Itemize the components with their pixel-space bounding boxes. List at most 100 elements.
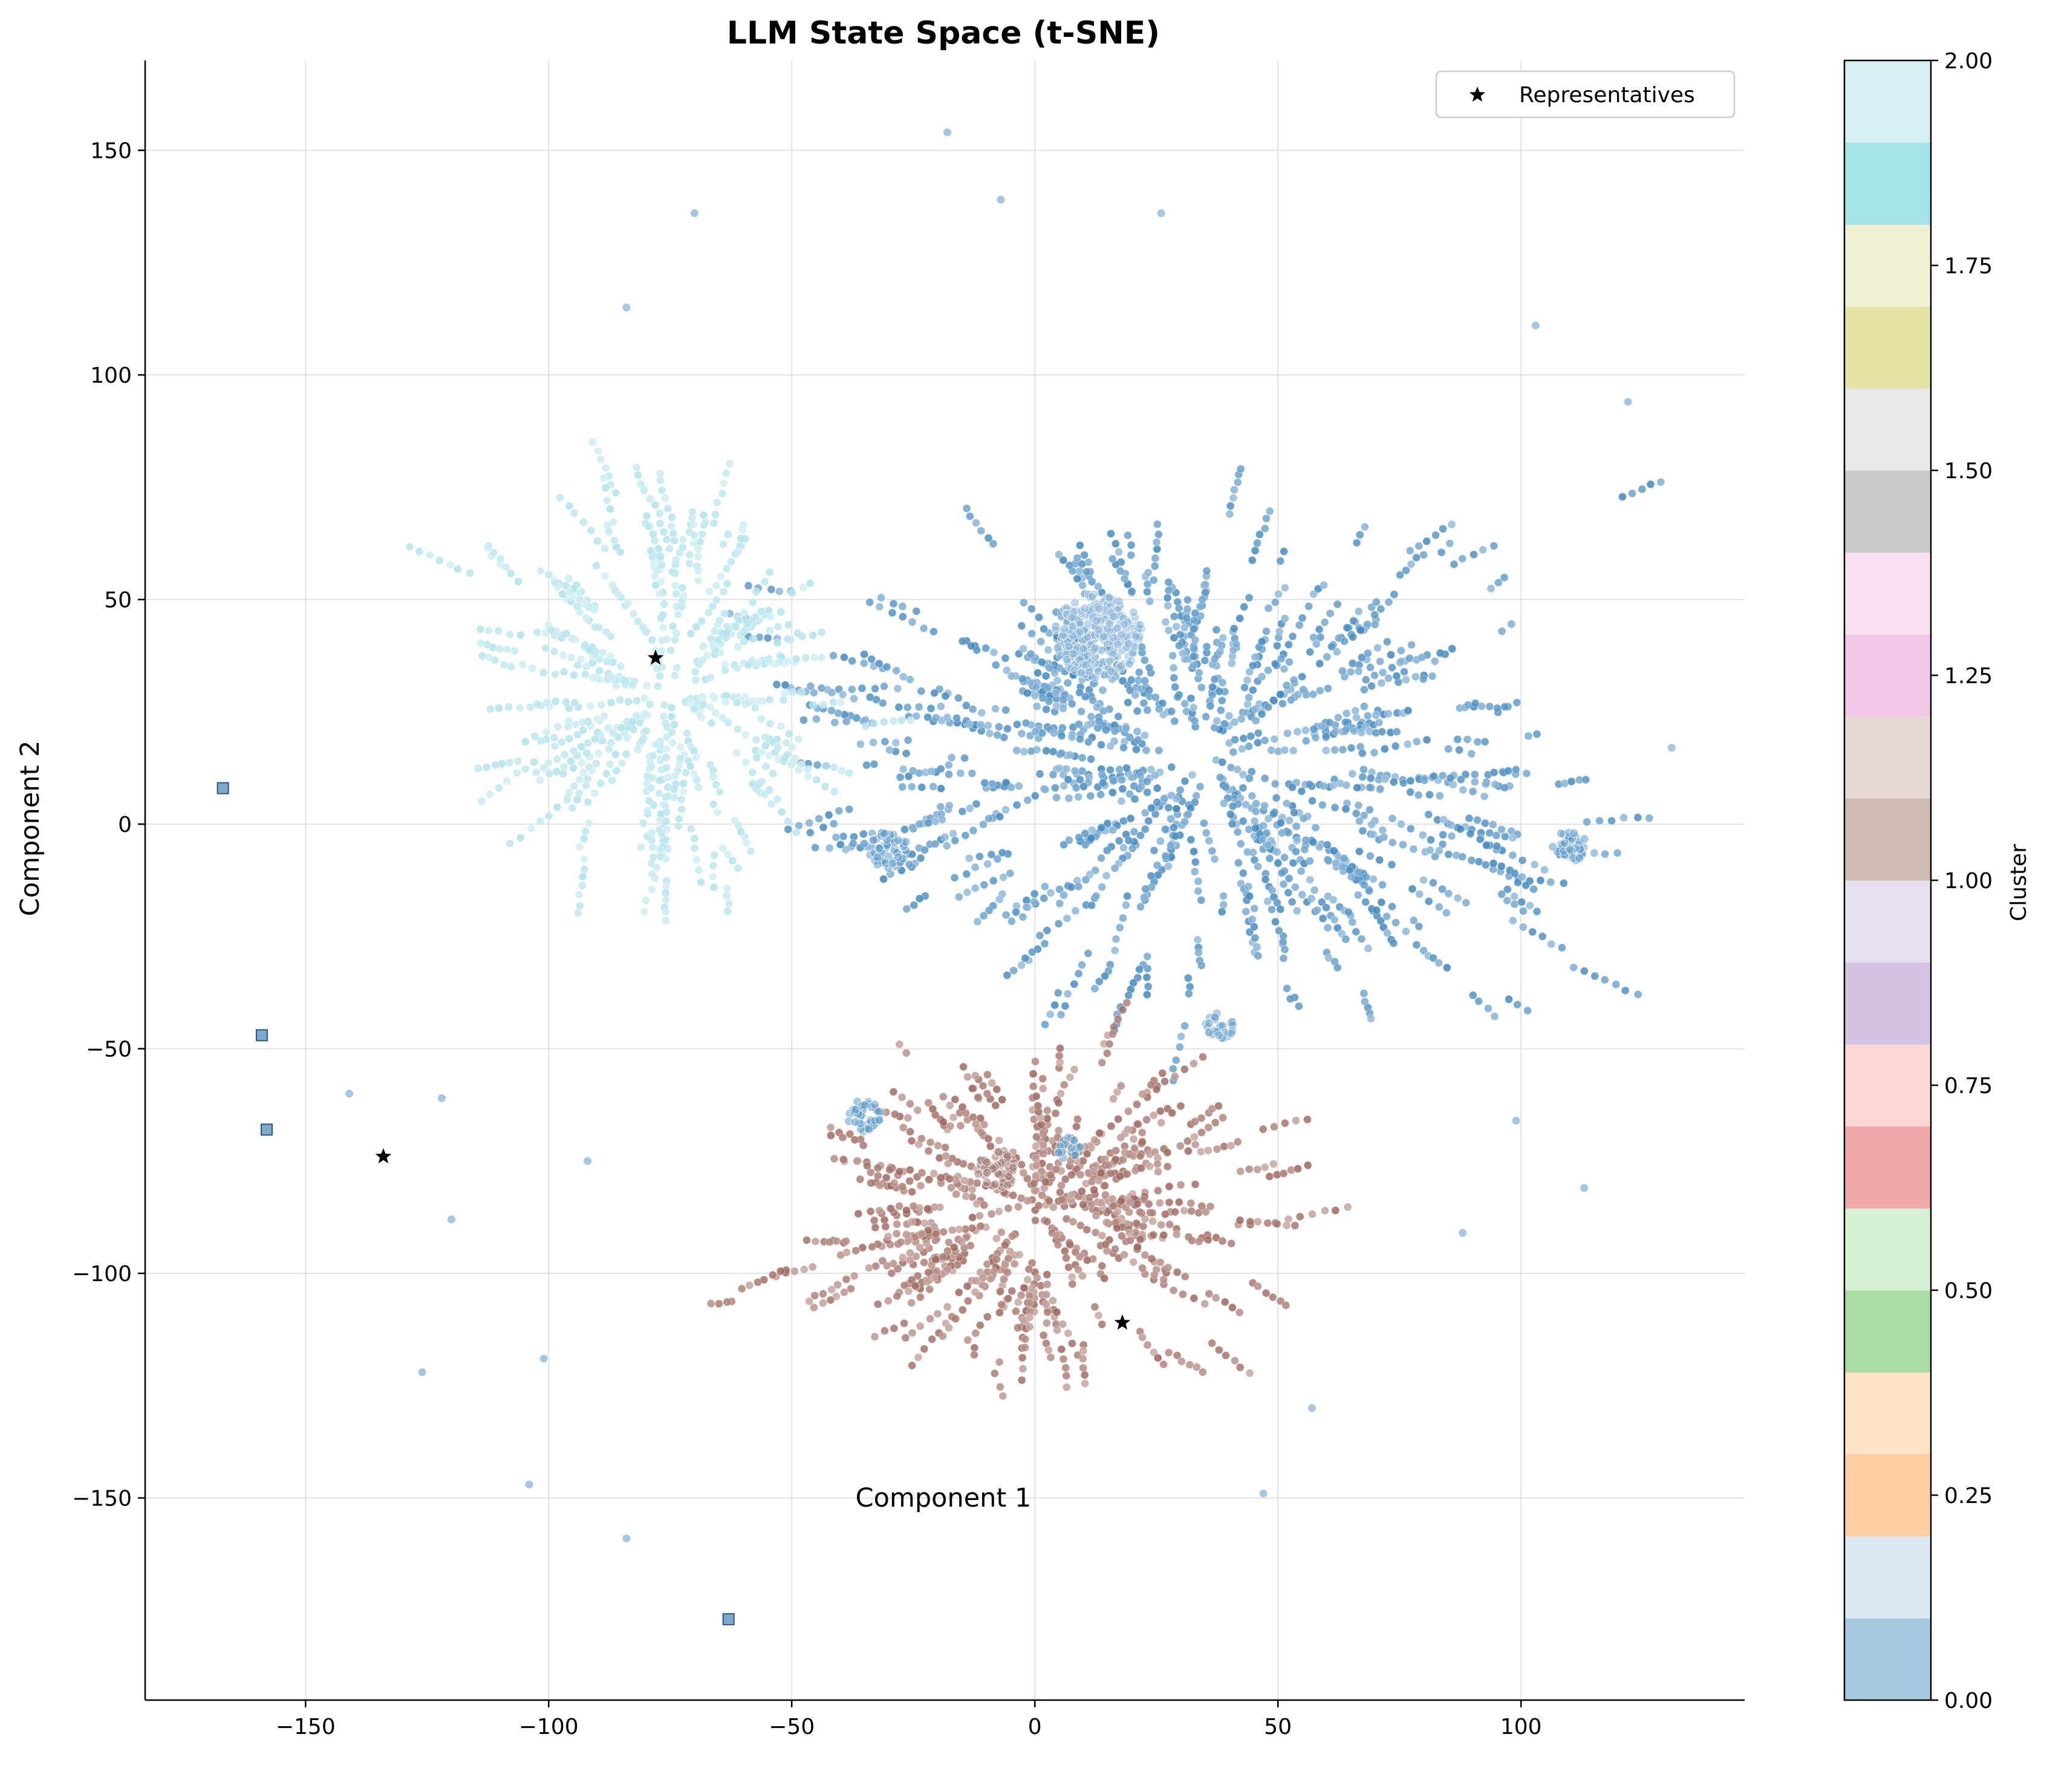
scatter-point <box>1102 846 1111 855</box>
colorbar-segment <box>1844 1044 1931 1127</box>
scatter-point <box>552 767 561 776</box>
scatter-point <box>914 703 923 712</box>
scatter-point <box>510 646 519 655</box>
scatter-point <box>1080 604 1090 613</box>
scatter-point <box>1357 653 1366 662</box>
scatter-point <box>1173 597 1182 606</box>
scatter-point <box>1218 678 1227 687</box>
scatter-point <box>1145 663 1154 672</box>
scatter-point <box>926 1138 935 1147</box>
scatter-point <box>1079 1346 1088 1355</box>
scatter-point <box>975 1211 984 1220</box>
scatter-point <box>1298 890 1307 899</box>
scatter-point <box>866 1207 875 1216</box>
scatter-point <box>1467 749 1476 758</box>
scatter-point <box>1028 947 1037 956</box>
scatter-point <box>552 697 560 706</box>
scatter-point <box>1532 907 1541 916</box>
scatter-point <box>716 572 725 581</box>
scatter-point <box>972 1179 981 1187</box>
scatter-point <box>873 852 882 862</box>
scatter-point <box>636 479 645 489</box>
scatter-point <box>1038 1129 1047 1138</box>
scatter-point <box>1248 915 1257 924</box>
scatter-point <box>1334 713 1342 722</box>
scatter-point <box>1590 848 1599 857</box>
y-tick-label: −150 <box>72 1487 132 1511</box>
scatter-point <box>1040 894 1049 903</box>
scatter-point <box>874 1115 884 1125</box>
scatter-point <box>1349 632 1357 641</box>
scatter-point <box>1054 1148 1064 1158</box>
scatter-point <box>516 833 525 842</box>
scatter-point <box>1180 1021 1189 1030</box>
scatter-point <box>1121 1148 1129 1157</box>
scatter-point <box>979 820 988 829</box>
scatter-point <box>1219 892 1228 901</box>
scatter-point <box>1177 1357 1186 1366</box>
scatter-point <box>1245 1164 1254 1174</box>
scatter-point <box>1068 1273 1076 1282</box>
scatter-point <box>1322 732 1330 741</box>
scatter-point <box>926 704 936 713</box>
scatter-point <box>654 544 663 553</box>
scatter-point <box>1346 667 1355 677</box>
scatter-point <box>709 640 718 649</box>
scatter-point <box>577 742 586 751</box>
colorbar-segment <box>1844 1536 1931 1618</box>
scatter-point <box>657 647 666 655</box>
scatter-point <box>1431 852 1440 861</box>
scatter-point <box>1312 640 1321 649</box>
scatter-point <box>1159 1231 1168 1239</box>
scatter-point <box>446 560 455 570</box>
scatter-point <box>1320 580 1328 589</box>
scatter-point <box>1074 1265 1083 1274</box>
scatter-point <box>1098 686 1107 695</box>
scatter-point <box>564 574 573 583</box>
scatter-point <box>1190 1132 1199 1141</box>
scatter-point <box>593 536 602 545</box>
scatter-point <box>1238 770 1248 779</box>
scatter-point <box>1144 817 1153 825</box>
scatter-point <box>1264 703 1273 712</box>
scatter-point <box>1559 878 1568 888</box>
scatter-point <box>1366 774 1375 783</box>
scatter-point <box>1116 1172 1125 1181</box>
scatter-point <box>1427 836 1436 845</box>
scatter-point <box>1173 1351 1182 1360</box>
scatter-point <box>1174 1198 1183 1207</box>
scatter-point <box>622 1534 631 1543</box>
scatter-point <box>907 1137 916 1145</box>
scatter-point <box>830 787 839 796</box>
scatter-point <box>1229 493 1238 502</box>
scatter-point <box>1354 667 1363 676</box>
scatter-point <box>1138 1333 1147 1342</box>
scatter-point <box>1357 728 1366 737</box>
scatter-point <box>945 1174 954 1183</box>
scatter-point <box>1268 1293 1277 1302</box>
scatter-point <box>1271 779 1280 788</box>
scatter-point <box>602 628 610 637</box>
scatter-point <box>670 536 679 545</box>
scatter-point <box>550 733 559 742</box>
scatter-point <box>1352 538 1361 547</box>
scatter-point <box>1077 707 1086 716</box>
scatter-point <box>1124 531 1132 540</box>
scatter-point <box>1528 927 1537 937</box>
scatter-point <box>1102 1218 1111 1227</box>
scatter-point <box>863 1161 872 1170</box>
scatter-point <box>1154 530 1163 539</box>
scatter-point <box>1246 1217 1255 1226</box>
scatter-point <box>596 455 605 464</box>
scatter-point <box>1439 830 1448 839</box>
scatter-point <box>1124 1107 1133 1116</box>
scatter-point <box>1466 829 1475 838</box>
scatter-point <box>1027 605 1036 613</box>
scatter-point <box>1384 598 1393 606</box>
scatter-point <box>1255 530 1264 539</box>
scatter-point <box>1186 835 1196 844</box>
scatter-point <box>1276 557 1285 565</box>
scatter-point <box>1233 828 1242 837</box>
scatter-point <box>1119 620 1129 629</box>
scatter-point <box>698 655 707 664</box>
